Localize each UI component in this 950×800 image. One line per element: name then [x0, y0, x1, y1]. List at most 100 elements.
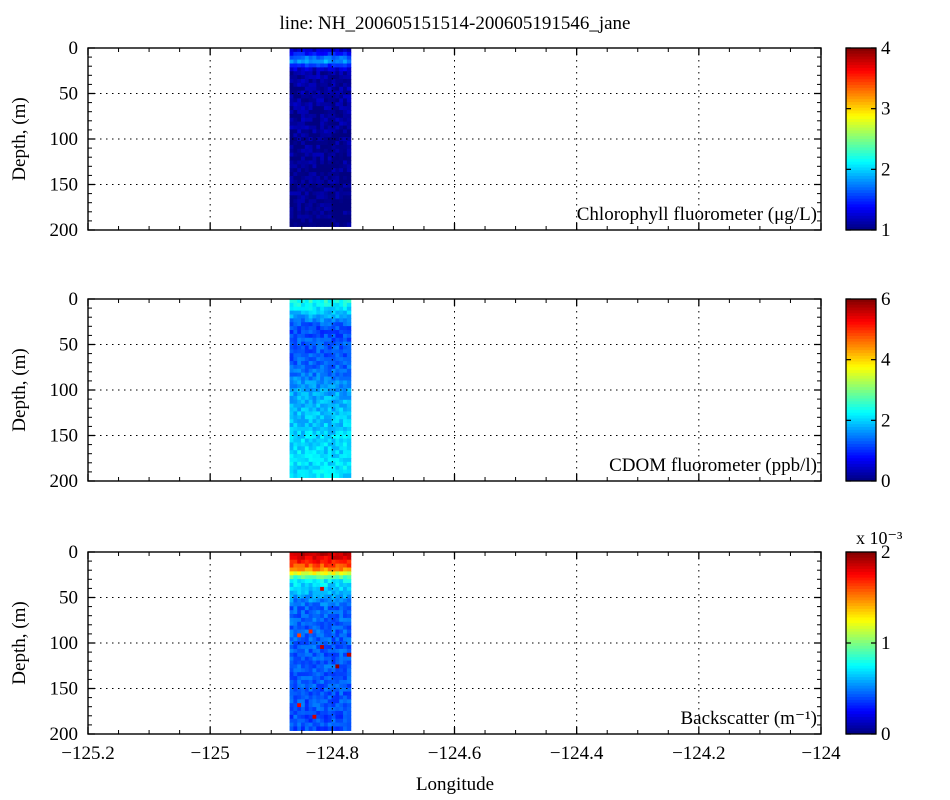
heatmap-cell	[316, 660, 321, 666]
heatmap-cell	[304, 395, 310, 401]
heatmap-cell	[301, 71, 306, 76]
heatmap-cell	[316, 318, 321, 323]
heatmap-cell	[316, 183, 321, 189]
colorbar-swatch	[846, 304, 876, 309]
heatmap-cell	[316, 683, 321, 689]
heatmap-cell	[327, 446, 333, 451]
heatmap-cell	[346, 586, 352, 592]
heatmap-cell	[293, 117, 298, 123]
heatmap-cell	[343, 695, 348, 700]
heatmap-cell	[335, 419, 340, 424]
colorbar-swatch	[846, 446, 876, 451]
heatmap-cell	[323, 586, 329, 592]
heatmap-cell	[339, 637, 344, 642]
heatmap-cell	[289, 117, 294, 123]
heatmap-cell	[297, 695, 302, 700]
heatmap-cell	[293, 660, 298, 666]
heatmap-cell	[293, 71, 298, 76]
heatmap-cell	[297, 156, 302, 162]
heatmap-cell	[323, 113, 329, 119]
heatmap-cell	[327, 376, 333, 382]
heatmap-cell	[304, 695, 310, 700]
heatmap-cell	[308, 179, 314, 185]
heatmap-cell	[339, 210, 344, 216]
colorbar-swatch	[846, 637, 876, 641]
heatmap-cell	[308, 648, 314, 654]
heatmap-cell	[316, 707, 321, 712]
y-tick-label: 200	[50, 471, 79, 492]
heatmap-cell	[327, 660, 333, 666]
heatmap-cell	[335, 86, 340, 92]
heatmap-cell	[316, 71, 321, 76]
heatmap-cell	[297, 302, 302, 308]
heatmap-cell	[320, 79, 325, 84]
heatmap-cell	[331, 399, 336, 405]
heatmap-cell	[297, 590, 302, 596]
heatmap-cell	[339, 179, 344, 185]
heatmap-cell	[301, 90, 306, 96]
heatmap-cell	[339, 610, 344, 615]
heatmap-cell	[346, 384, 352, 389]
heatmap-cell	[335, 59, 340, 65]
colorbar-tick-label: 0	[881, 471, 891, 492]
heatmap-cell	[331, 434, 336, 440]
heatmap-cell	[335, 707, 340, 712]
heatmap-cell	[304, 353, 310, 358]
heatmap-cell	[335, 660, 340, 666]
colorbar-swatch	[846, 59, 876, 63]
heatmap-cell	[346, 726, 352, 731]
heatmap-cell	[301, 349, 306, 354]
heatmap-cell	[343, 454, 348, 459]
heatmap-cell	[293, 179, 298, 185]
heatmap-cell	[293, 438, 298, 444]
heatmap-cell	[343, 117, 348, 123]
heatmap-cell	[335, 395, 340, 401]
heatmap-cell	[323, 384, 329, 389]
heatmap-cell	[346, 426, 352, 432]
heatmap-cell	[343, 571, 348, 576]
colorbar-swatch	[846, 161, 876, 166]
heatmap-cell	[327, 148, 333, 154]
heatmap-cell	[293, 403, 298, 409]
heatmap-cell	[331, 71, 336, 76]
heatmap-cell	[301, 129, 306, 134]
colorbar-swatch	[846, 387, 876, 391]
heatmap-cell	[297, 469, 302, 475]
heatmap-cell	[323, 664, 329, 669]
heatmap-cell	[331, 465, 336, 471]
heatmap-cell	[335, 67, 340, 72]
heatmap-cell	[293, 552, 298, 557]
heatmap-cell	[312, 641, 317, 646]
heatmap-cell	[312, 454, 317, 459]
heatmap-cell	[320, 457, 325, 463]
heatmap-cell	[297, 337, 302, 343]
heatmap-cell	[289, 579, 294, 584]
heatmap-cell	[304, 314, 310, 319]
heatmap-cell	[335, 594, 340, 600]
heatmap-cell	[335, 726, 340, 731]
heatmap-cell	[316, 691, 321, 697]
heatmap-cell	[343, 341, 348, 347]
heatmap-cell	[343, 314, 348, 319]
heatmap-cell	[339, 621, 344, 627]
heatmap-cell	[323, 683, 329, 689]
heatmap-cell	[339, 594, 344, 600]
heatmap-cell	[301, 438, 306, 444]
heatmap-cell	[301, 106, 306, 111]
heatmap-cell	[293, 633, 298, 638]
heatmap-cell	[331, 656, 336, 662]
heatmap-cell	[293, 51, 298, 57]
heatmap-cell	[335, 563, 340, 569]
heatmap-cell	[320, 199, 325, 204]
heatmap-cell	[297, 559, 302, 565]
heatmap-cell	[331, 637, 336, 642]
heatmap-cell	[331, 59, 336, 65]
heatmap-cell	[293, 376, 298, 382]
colorbar-swatch	[846, 552, 876, 556]
heatmap-cell	[327, 602, 333, 607]
heatmap-cell	[297, 710, 302, 716]
heatmap-cell	[343, 86, 348, 92]
heatmap-cell	[304, 664, 310, 669]
heatmap-cell	[293, 75, 298, 80]
